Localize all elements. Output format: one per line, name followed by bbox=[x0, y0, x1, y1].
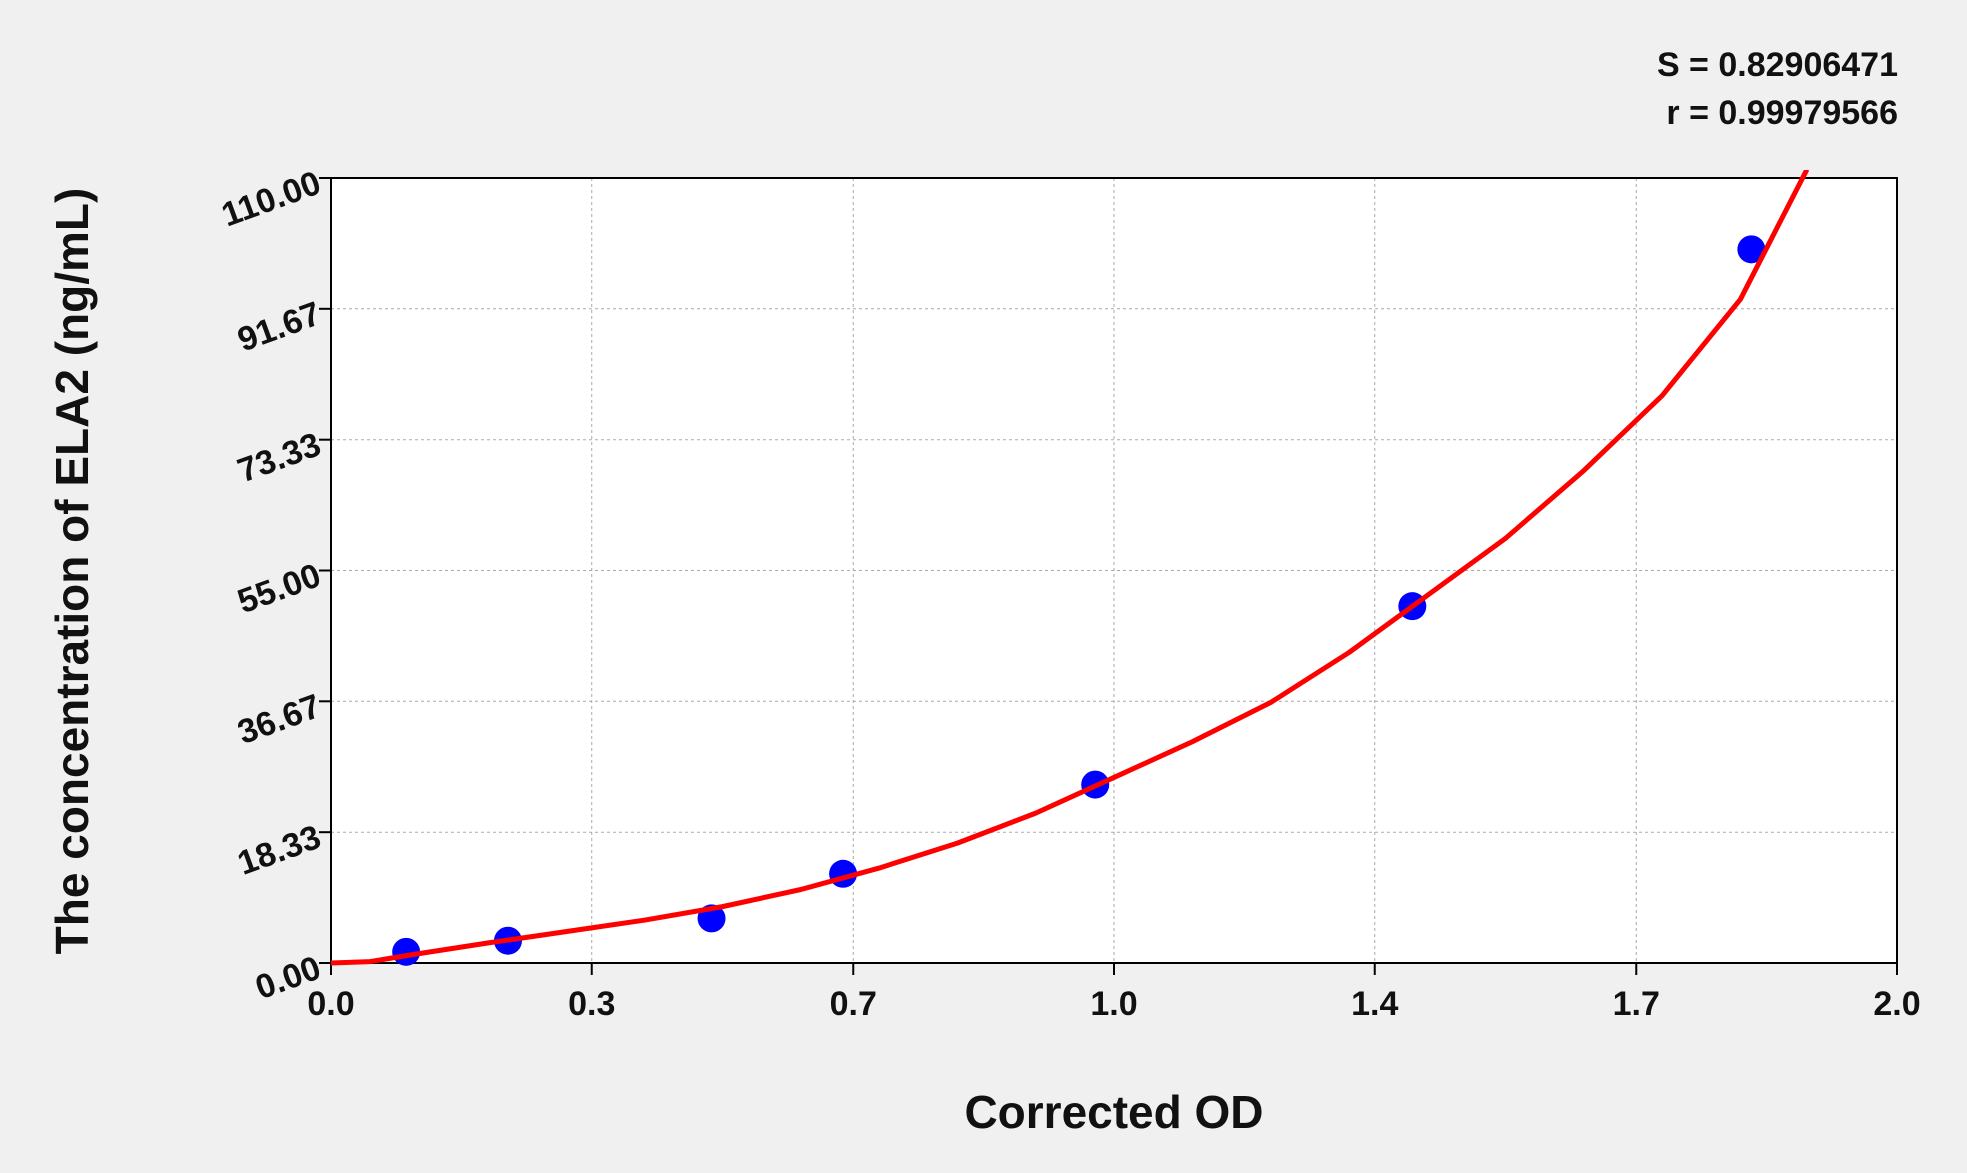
y-tick-label: 73.33 bbox=[233, 425, 326, 490]
annotation: r = 0.99979566 bbox=[1666, 94, 1898, 132]
y-tick-label: 18.33 bbox=[233, 818, 326, 883]
annotation: S = 0.82906471 bbox=[1657, 46, 1898, 84]
x-tick-label: 1.7 bbox=[1613, 985, 1660, 1023]
x-tick-label: 1.4 bbox=[1351, 985, 1398, 1023]
x-tick-label: 0.7 bbox=[830, 985, 877, 1023]
y-tick-label: 36.67 bbox=[233, 687, 326, 752]
y-axis-title: The concentration of ELA2 (ng/mL) bbox=[46, 188, 98, 955]
y-tick-label: 55.00 bbox=[233, 556, 326, 621]
fit-curve bbox=[331, 170, 1810, 966]
y-tick-label: 110.00 bbox=[217, 164, 326, 235]
data-point bbox=[1737, 235, 1766, 264]
y-tick-label: 91.67 bbox=[233, 295, 326, 360]
x-axis-title: Corrected OD bbox=[964, 1086, 1263, 1138]
plot-frame bbox=[330, 177, 1898, 964]
x-tick-label: 2.0 bbox=[1873, 985, 1920, 1023]
x-tick-label: 0.3 bbox=[568, 985, 615, 1023]
x-tick-label: 1.0 bbox=[1090, 985, 1137, 1023]
x-tick-label: 0.0 bbox=[307, 985, 354, 1023]
